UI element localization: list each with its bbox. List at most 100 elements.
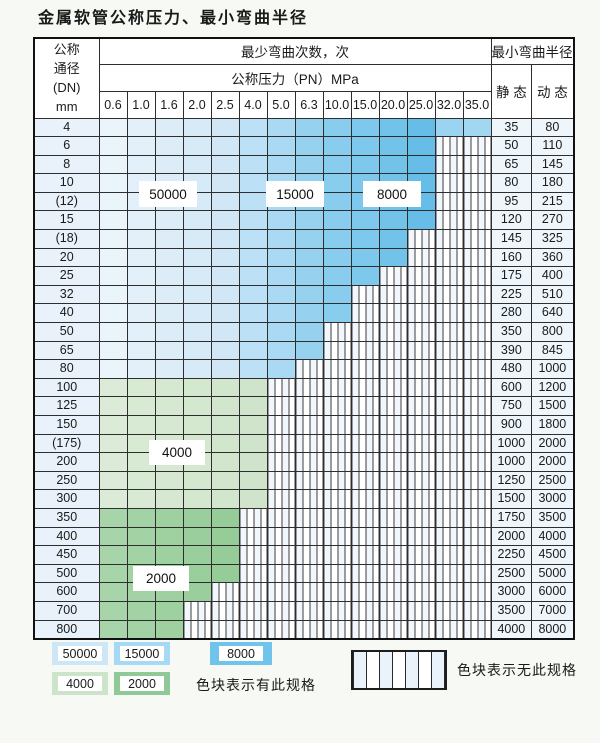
cycle-cell [378, 545, 408, 565]
static-radius-cell: 1500 [490, 489, 533, 509]
table-row: 6 50 110 [33, 136, 574, 156]
table-row: 800 4000 8000 [33, 619, 574, 640]
dynamic-radius-cell: 1200 [531, 377, 574, 398]
cycle-cell [238, 619, 268, 640]
cycle-cell [378, 619, 408, 640]
cycle-cell [154, 266, 184, 286]
cycle-cell [462, 136, 492, 156]
cycle-cell [266, 266, 296, 286]
cycle-cell [126, 229, 156, 249]
cycle-cell [462, 247, 492, 268]
dynamic-radius-cell: 5000 [531, 563, 574, 584]
static-radius-cell: 2000 [490, 526, 533, 547]
pressure-col-header: 0.6 [98, 90, 128, 119]
cycle-cell [294, 247, 324, 268]
cycle-cell [462, 470, 492, 491]
cycle-cell [350, 545, 380, 565]
table-row: 40 280 640 [33, 303, 574, 324]
cycle-cell [238, 340, 268, 361]
cycle-cell [434, 600, 464, 621]
pressure-col-header: 2.5 [210, 90, 240, 119]
cycle-cell [126, 247, 156, 268]
cycle-cell [406, 266, 436, 286]
cycle-cell [434, 619, 464, 640]
cycle-cell [406, 284, 436, 305]
cycle-cell [98, 377, 128, 398]
cycle-cell [154, 489, 184, 509]
cycle-cell [322, 136, 352, 156]
static-radius-cell: 50 [490, 136, 533, 156]
static-radius-cell: 1750 [490, 507, 533, 528]
cycle-cell [182, 415, 212, 435]
table-row: (175) 1000 2000 [33, 433, 574, 454]
dn-cell: (12) [33, 191, 100, 212]
cycle-cell [266, 359, 296, 379]
cycle-cell [210, 173, 240, 193]
dynamic-radius-cell: 80 [531, 117, 574, 138]
table-row: 80 480 1000 [33, 359, 574, 379]
cycle-cell [98, 117, 128, 138]
pressure-col-header: 25.0 [406, 90, 436, 119]
cycle-label-15000: 15000 [266, 181, 324, 207]
dn-cell: 25 [33, 266, 100, 286]
cycle-cell [434, 284, 464, 305]
cycle-cell [238, 526, 268, 547]
cycle-cell [98, 173, 128, 193]
cycle-cell [322, 563, 352, 584]
cycle-cell [406, 229, 436, 249]
table-row: 400 2000 4000 [33, 526, 574, 547]
cycle-cell [434, 526, 464, 547]
cycle-cell [322, 433, 352, 454]
cycle-cell [210, 340, 240, 361]
cycle-cell [154, 322, 184, 342]
cycle-cell [462, 489, 492, 509]
dn-cell: 6 [33, 136, 100, 156]
cycle-cell [350, 284, 380, 305]
cycle-cell [154, 415, 184, 435]
cycle-cell [462, 154, 492, 175]
cycle-cell [182, 266, 212, 286]
cycle-cell [266, 303, 296, 324]
table-body: 4 35 80 6 50 110 8 65 145 10 80 180 (12) 95 215 15 120 27… [33, 117, 574, 640]
cycle-cell [210, 600, 240, 621]
cycle-cell [266, 322, 296, 342]
cycle-cell [210, 247, 240, 268]
static-radius-cell: 2500 [490, 563, 533, 584]
dynamic-radius-cell: 270 [531, 210, 574, 231]
cycle-cell [98, 470, 128, 491]
cycle-cell [406, 470, 436, 491]
table-row: 4 35 80 [33, 117, 574, 138]
cycle-cell [406, 415, 436, 435]
cycle-cell [322, 322, 352, 342]
cycle-cell [154, 359, 184, 379]
cycle-cell [294, 507, 324, 528]
pressure-bend-table: 公称 通径 (DN) mm 最少弯曲次数，次 最小弯曲半径 公称压力（PN）MPa 静… [33, 37, 575, 641]
cycle-cell [182, 470, 212, 491]
cycle-cell [350, 619, 380, 640]
cycle-cell [462, 377, 492, 398]
cycle-cell [126, 545, 156, 565]
cycle-cell [434, 247, 464, 268]
legend-swatch-4000: 4000 [52, 672, 108, 695]
cycle-cell [210, 545, 240, 565]
cycle-cell [350, 433, 380, 454]
cycle-cell [126, 359, 156, 379]
cycle-cell [322, 191, 352, 212]
dynamic-radius-cell: 3000 [531, 489, 574, 509]
cycle-cell [238, 191, 268, 212]
cycle-cell [378, 210, 408, 231]
cycle-cell [266, 433, 296, 454]
cycle-cell [434, 545, 464, 565]
cycle-cell [294, 619, 324, 640]
cycle-cell [406, 600, 436, 621]
cycle-cell [322, 266, 352, 286]
cycle-cell [462, 507, 492, 528]
dynamic-radius-cell: 325 [531, 229, 574, 249]
cycle-cell [182, 582, 212, 602]
dn-cell: 600 [33, 582, 100, 602]
cycle-cell [238, 563, 268, 584]
cycle-cell [126, 154, 156, 175]
cycle-cell [154, 154, 184, 175]
cycle-cell [266, 452, 296, 472]
cycle-cell [322, 545, 352, 565]
